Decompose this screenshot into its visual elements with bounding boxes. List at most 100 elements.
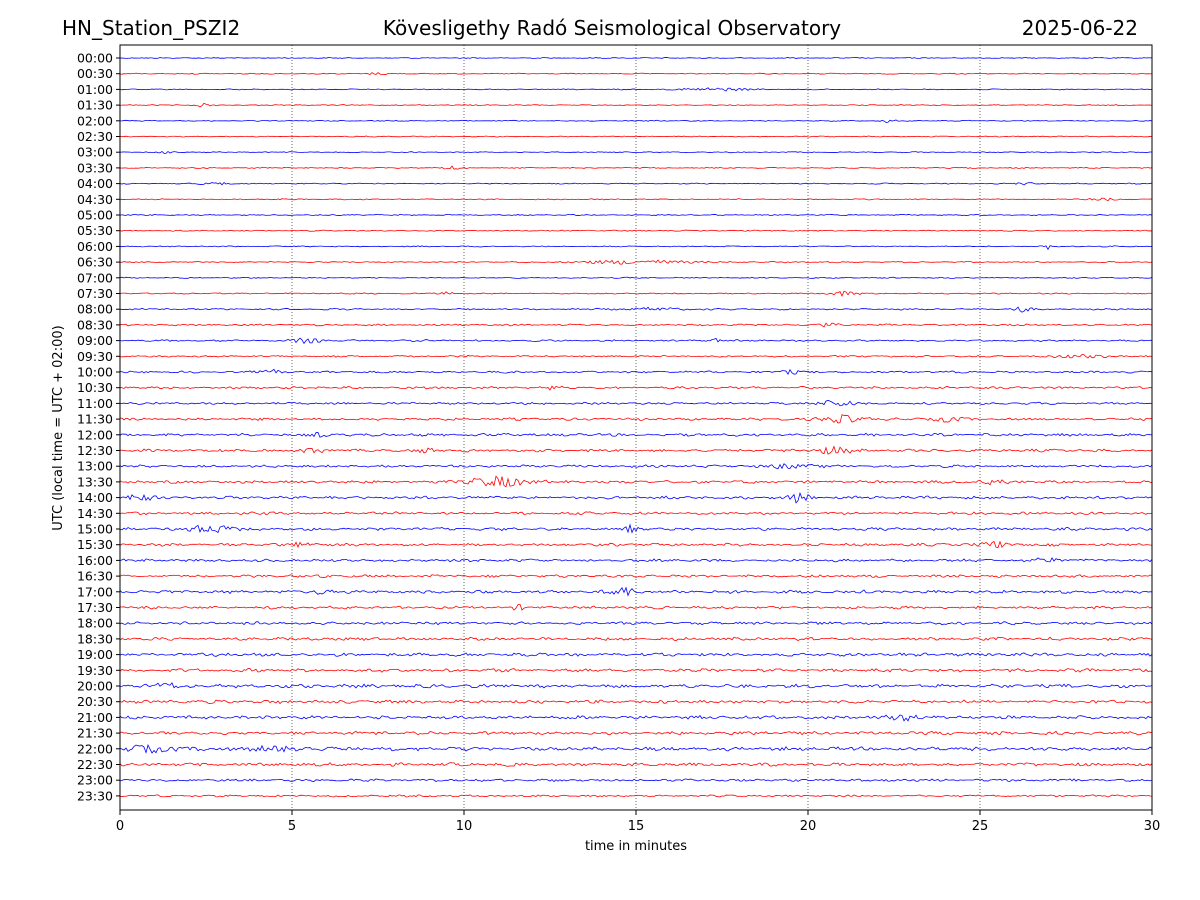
trace-0400 (119, 181, 1153, 186)
y-tick-label: 01:30 (77, 98, 113, 113)
x-tick-label: 15 (628, 819, 645, 834)
y-tick-label: 04:00 (77, 176, 113, 191)
trace-1000 (119, 368, 1153, 376)
trace-0230 (119, 135, 1153, 138)
y-tick-label: 23:00 (77, 773, 113, 788)
y-tick-label: 15:30 (77, 537, 113, 552)
y-tick-label: 11:30 (77, 412, 113, 427)
trace-0900 (119, 337, 1153, 345)
trace-0430 (119, 197, 1153, 202)
y-tick-label: 22:00 (77, 741, 113, 756)
trace-1500 (119, 523, 1153, 534)
trace-1730 (119, 603, 1153, 611)
trace-0930 (119, 354, 1153, 359)
trace-1330 (119, 475, 1153, 488)
y-tick-label: 02:00 (77, 113, 113, 128)
y-tick-label: 01:00 (77, 82, 113, 97)
y-tick-label: 00:00 (77, 51, 113, 66)
trace-1800 (119, 621, 1153, 626)
y-tick-label: 10:00 (77, 365, 113, 380)
station-name: HN_Station_PSZI2 (62, 16, 241, 40)
trace-1530 (119, 540, 1153, 549)
x-tick-label: 20 (800, 819, 817, 834)
y-tick-label: 16:00 (77, 553, 113, 568)
y-tick-label: 21:00 (77, 710, 113, 725)
y-tick-label: 17:30 (77, 600, 113, 615)
y-tick-label: 04:30 (77, 192, 113, 207)
trace-1630 (119, 574, 1153, 578)
trace-2000 (119, 682, 1153, 689)
y-tick-label: 10:30 (77, 380, 113, 395)
trace-0300 (119, 150, 1153, 154)
y-tick-label: 02:30 (77, 129, 113, 144)
y-tick-label: 18:30 (77, 631, 113, 646)
trace-0530 (119, 229, 1153, 232)
trace-2300 (119, 778, 1153, 783)
seismic-traces (119, 57, 1153, 798)
record-date: 2025-06-22 (1021, 16, 1138, 40)
trace-1830 (119, 636, 1153, 642)
trace-0500 (119, 213, 1153, 217)
trace-1930 (119, 668, 1153, 673)
y-tick-label: 15:00 (77, 522, 113, 537)
y-axis-label: UTC (local time = UTC + 02:00) (51, 325, 66, 530)
trace-1430 (119, 511, 1153, 516)
trace-0830 (119, 322, 1153, 328)
trace-0000 (119, 57, 1153, 59)
trace-0030 (119, 72, 1153, 76)
trace-1030 (119, 385, 1153, 391)
y-tick-label: 12:30 (77, 443, 113, 458)
y-tick-label: 09:00 (77, 333, 113, 348)
x-tick-label: 25 (972, 819, 989, 834)
trace-0100 (119, 87, 1153, 92)
x-tick-label: 10 (456, 819, 473, 834)
trace-1400 (119, 491, 1153, 504)
y-tick-label: 03:00 (77, 145, 113, 160)
y-tick-label: 00:30 (77, 66, 113, 81)
trace-0600 (119, 245, 1153, 251)
y-tick-label: 08:00 (77, 302, 113, 317)
trace-1130 (119, 414, 1153, 424)
y-tick-label: 23:30 (77, 788, 113, 803)
grid-lines (291, 45, 981, 810)
trace-2130 (119, 730, 1153, 736)
trace-0700 (119, 276, 1153, 279)
y-tick-label: 05:00 (77, 208, 113, 223)
trace-0630 (119, 259, 1153, 265)
trace-0730 (119, 290, 1153, 297)
trace-1200 (119, 432, 1153, 438)
y-tick-label: 08:30 (77, 317, 113, 332)
observatory-title: Kövesligethy Radó Seismological Observat… (382, 16, 842, 40)
y-tick-label: 12:00 (77, 427, 113, 442)
y-tick-label: 18:00 (77, 616, 113, 631)
y-axis-ticks: 00:0000:3001:0001:3002:0002:3003:0003:30… (77, 51, 120, 803)
y-tick-label: 16:30 (77, 569, 113, 584)
trace-2330 (119, 794, 1153, 798)
trace-1100 (119, 399, 1153, 407)
y-tick-label: 19:30 (77, 663, 113, 678)
trace-1700 (119, 586, 1153, 597)
y-tick-label: 22:30 (77, 757, 113, 772)
y-tick-label: 21:30 (77, 726, 113, 741)
y-tick-label: 07:00 (77, 270, 113, 285)
trace-2200 (119, 743, 1153, 754)
y-tick-label: 20:30 (77, 694, 113, 709)
trace-0200 (119, 119, 1153, 123)
x-axis-ticks: 0 5 10 15 20 25 30 (116, 810, 1160, 834)
trace-0130 (119, 102, 1153, 108)
y-tick-label: 19:00 (77, 647, 113, 662)
trace-0800 (119, 306, 1153, 313)
x-tick-label: 0 (116, 819, 124, 834)
y-tick-label: 14:00 (77, 490, 113, 505)
trace-2030 (119, 699, 1153, 705)
trace-1600 (119, 557, 1153, 563)
y-tick-label: 14:30 (77, 506, 113, 521)
trace-1900 (119, 652, 1153, 657)
x-axis-label: time in minutes (585, 839, 687, 854)
y-tick-label: 20:00 (77, 679, 113, 694)
y-tick-label: 06:30 (77, 255, 113, 270)
trace-2100 (119, 714, 1153, 722)
x-tick-label: 30 (1144, 819, 1161, 834)
